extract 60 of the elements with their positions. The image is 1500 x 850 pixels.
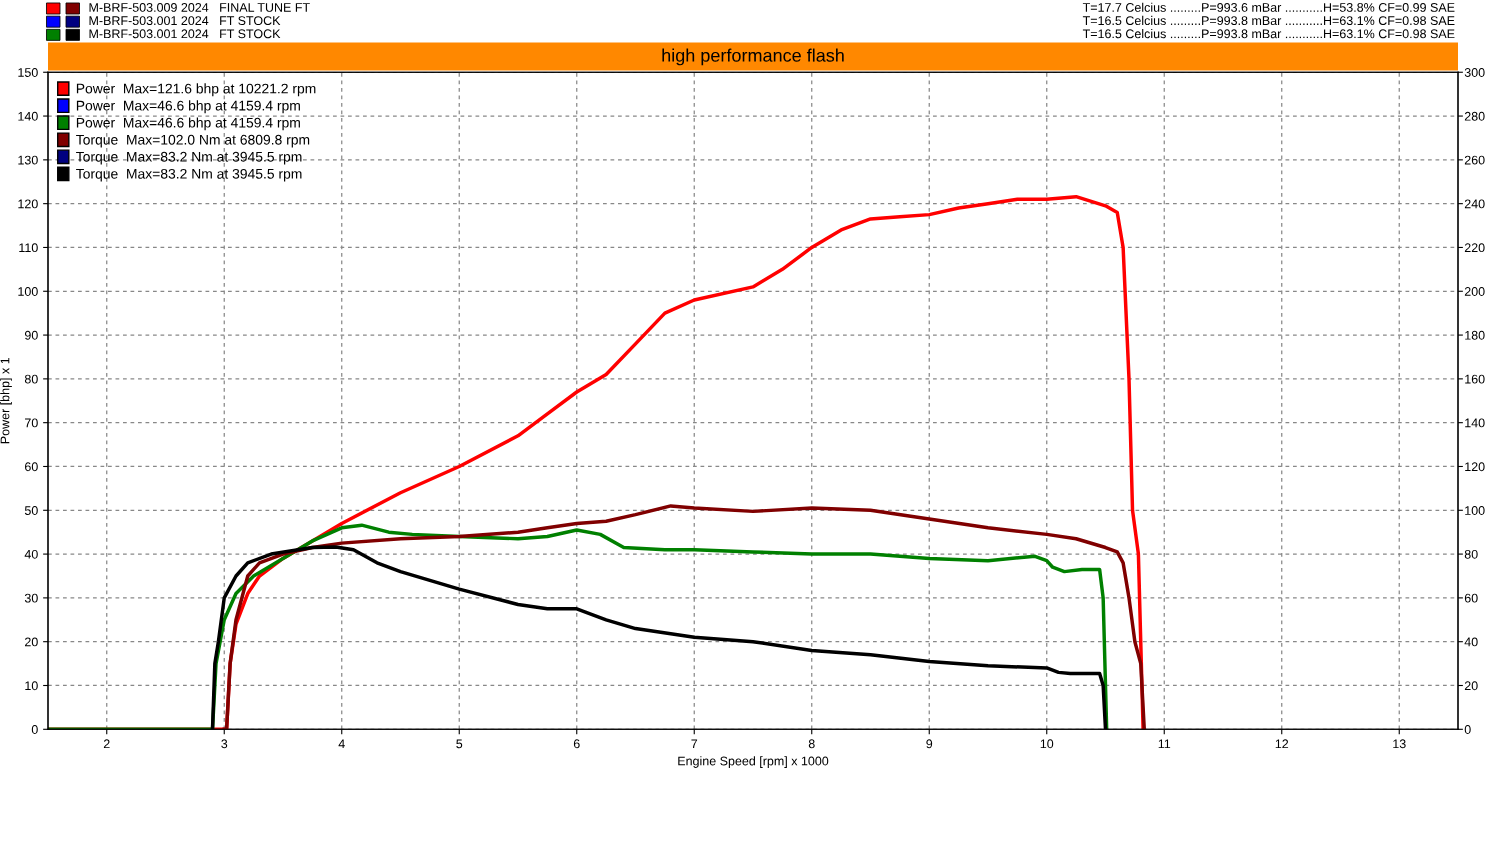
y2-tick-label: 40 [1464, 637, 1478, 647]
y-tick-label: 20 [25, 637, 38, 647]
y2-tick-label: 80 [1464, 549, 1478, 559]
chart-title: high performance flash [662, 48, 844, 66]
y2-tick-label: 260 [1464, 155, 1485, 165]
text: T=16.5 Celcius .........P=993.8 mBar ...........H=63.1% CF=0.98 SAE [1082, 15, 1455, 26]
text: M-BRF-503.001 2024 FT STOCK [89, 29, 281, 39]
y-tick-label: 120 [18, 199, 38, 209]
y2-tick-label: 280 [1464, 111, 1485, 121]
y2-tick-label: 200 [1464, 287, 1485, 296]
x-tick-label: 4 [338, 739, 345, 749]
y-tick-label: 90 [24, 330, 38, 340]
y-tick-label: 30 [24, 593, 38, 603]
x-tick-label: 3 [221, 739, 228, 749]
y-tick-label: 150 [18, 68, 38, 77]
legend-label: Power Max=46.6 bhp at 4159.4 rpm [76, 100, 300, 114]
legend-label: Power Max=46.6 bhp at 4159.4 rpm [76, 117, 300, 131]
y2-tick-label: 20 [1464, 681, 1478, 691]
y2-tick-label: 300 [1464, 68, 1485, 77]
y2-tick-label: 0 [1464, 725, 1471, 734]
y-tick-label: 60 [25, 462, 38, 472]
x-tick-label: 10 [1040, 739, 1054, 749]
y-tick-label: 130 [18, 155, 38, 165]
legend-label: Torque Max=102.0 Nm at 6809.8 rpm [76, 134, 310, 148]
x-tick-label: 6 [573, 739, 580, 749]
y2-tick-label: 240 [1464, 199, 1485, 209]
x-tick-label: 12 [1275, 739, 1289, 749]
y2-tick-label: 160 [1465, 374, 1485, 384]
x-tick-label: 8 [808, 739, 815, 749]
legend-label: Torque Max=83.2 Nm at 3945.5 rpm [76, 151, 302, 165]
y-tick-label: 100 [18, 287, 38, 296]
y2-tick-label: 220 [1464, 243, 1485, 253]
y-axis-title: Power [bhp] x 1 [0, 357, 12, 444]
x-tick-label: 7 [691, 739, 698, 749]
y2-tick-label: 60 [1464, 593, 1478, 603]
y-tick-label: 0 [31, 725, 38, 734]
x-tick-label: 11 [1158, 739, 1171, 749]
text: T=17.7 Celcius .........P=993.6 mBar ...........H=53.8% CF=0.99 SAE [1082, 2, 1455, 12]
y-tick-label: 70 [25, 418, 38, 428]
y-tick-label: 50 [24, 506, 38, 515]
x-tick-label: 2 [103, 739, 110, 749]
legend-label: Power Max=121.6 bhp at 10221.2 rpm [76, 83, 316, 97]
x-tick-label: 9 [926, 739, 933, 749]
text: T=16.5 Celcius .........P=993.8 mBar ...........H=63.1% CF=0.98 SAE [1082, 29, 1455, 39]
x-tick-label: 13 [1393, 739, 1406, 749]
y2-tick-label: 180 [1465, 330, 1485, 340]
legend-label: Torque Max=83.2 Nm at 3945.5 rpm [76, 168, 302, 182]
y2-tick-label: 100 [1465, 506, 1485, 515]
line-series [222, 504, 1147, 730]
text: M-BRF-503.009 2024 FINAL TUNE FT [89, 3, 310, 12]
y-tick-label: 40 [24, 549, 38, 559]
y-tick-label: 10 [25, 681, 38, 691]
y-tick-label: 110 [19, 243, 38, 253]
x-axis-title: Engine Speed [rpm] x 1000 [678, 756, 829, 768]
x-tick-label: 5 [456, 739, 463, 749]
text: M-BRF-503.001 2024 FT STOCK [89, 16, 281, 26]
y-tick-label: 140 [18, 111, 38, 121]
y2-tick-label: 120 [1465, 462, 1485, 472]
y2-tick-label: 140 [1465, 418, 1485, 428]
y-tick-label: 80 [24, 374, 38, 384]
